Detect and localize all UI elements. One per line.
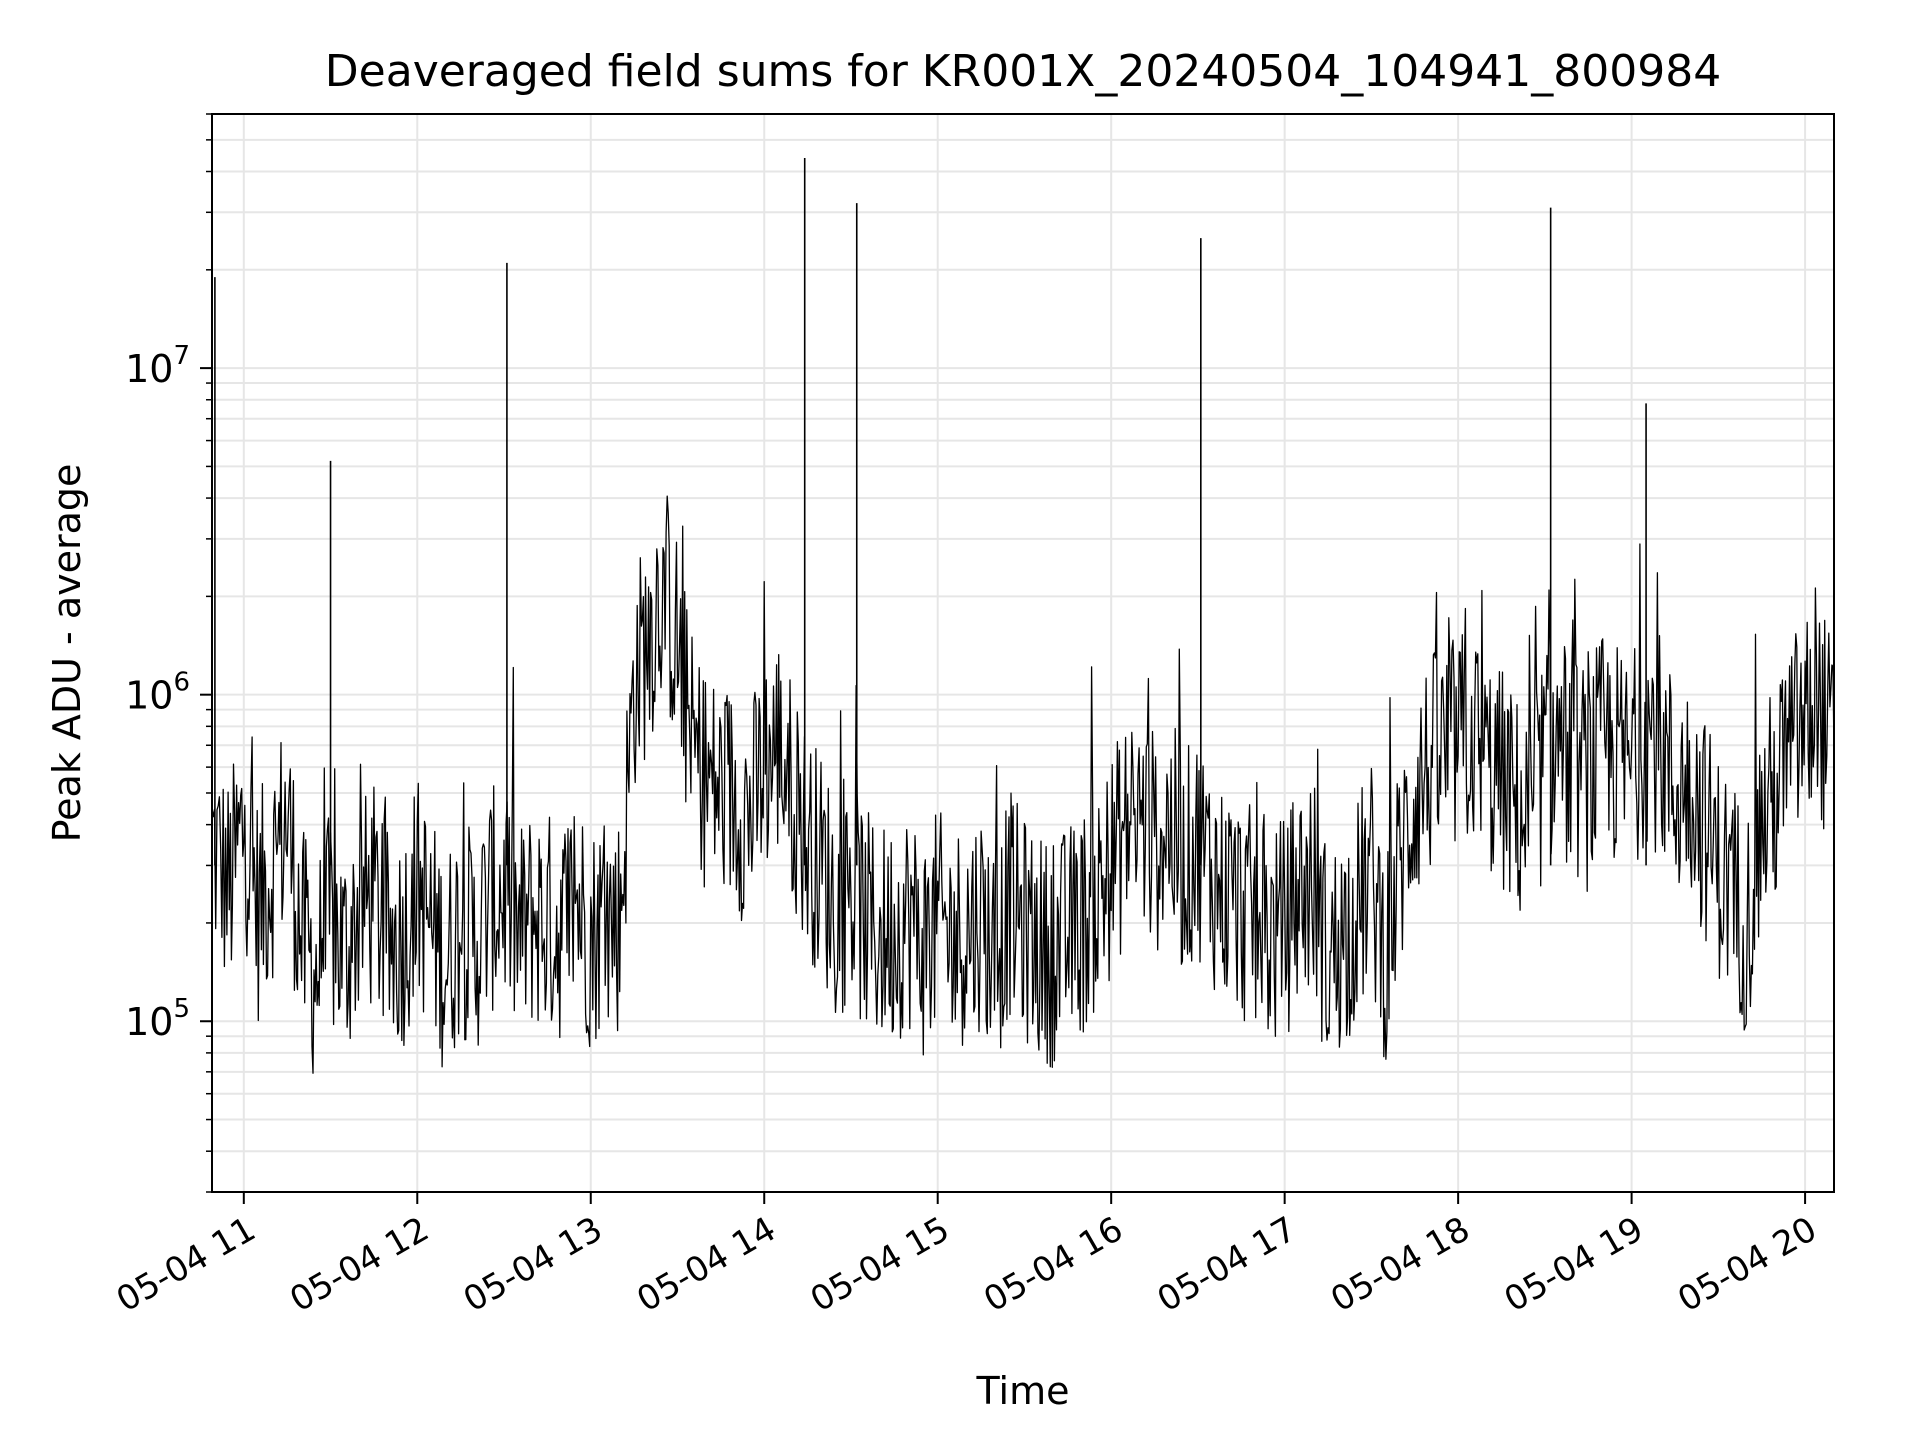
y-tick-label: 106 xyxy=(125,668,190,718)
y-tick-label: 107 xyxy=(125,341,190,391)
y-tick-exponent: 7 xyxy=(173,341,190,371)
chart-title: Deaveraged field sums for KR001X_2024050… xyxy=(325,46,1721,97)
y-axis-label: Peak ADU - average xyxy=(45,464,89,843)
series-line xyxy=(211,495,1835,1074)
y-tick-base: 10 xyxy=(125,674,173,718)
data-layer xyxy=(211,157,1835,1074)
y-tick-base: 10 xyxy=(125,347,173,391)
y-tick-label: 105 xyxy=(125,994,190,1044)
y-tick-exponent: 5 xyxy=(173,994,190,1024)
y-tick-base: 10 xyxy=(125,1000,173,1044)
y-tick-exponent: 6 xyxy=(173,668,190,698)
x-axis-label: Time xyxy=(976,1369,1070,1413)
plot-frame xyxy=(211,113,1835,1193)
spikes xyxy=(214,157,1647,866)
